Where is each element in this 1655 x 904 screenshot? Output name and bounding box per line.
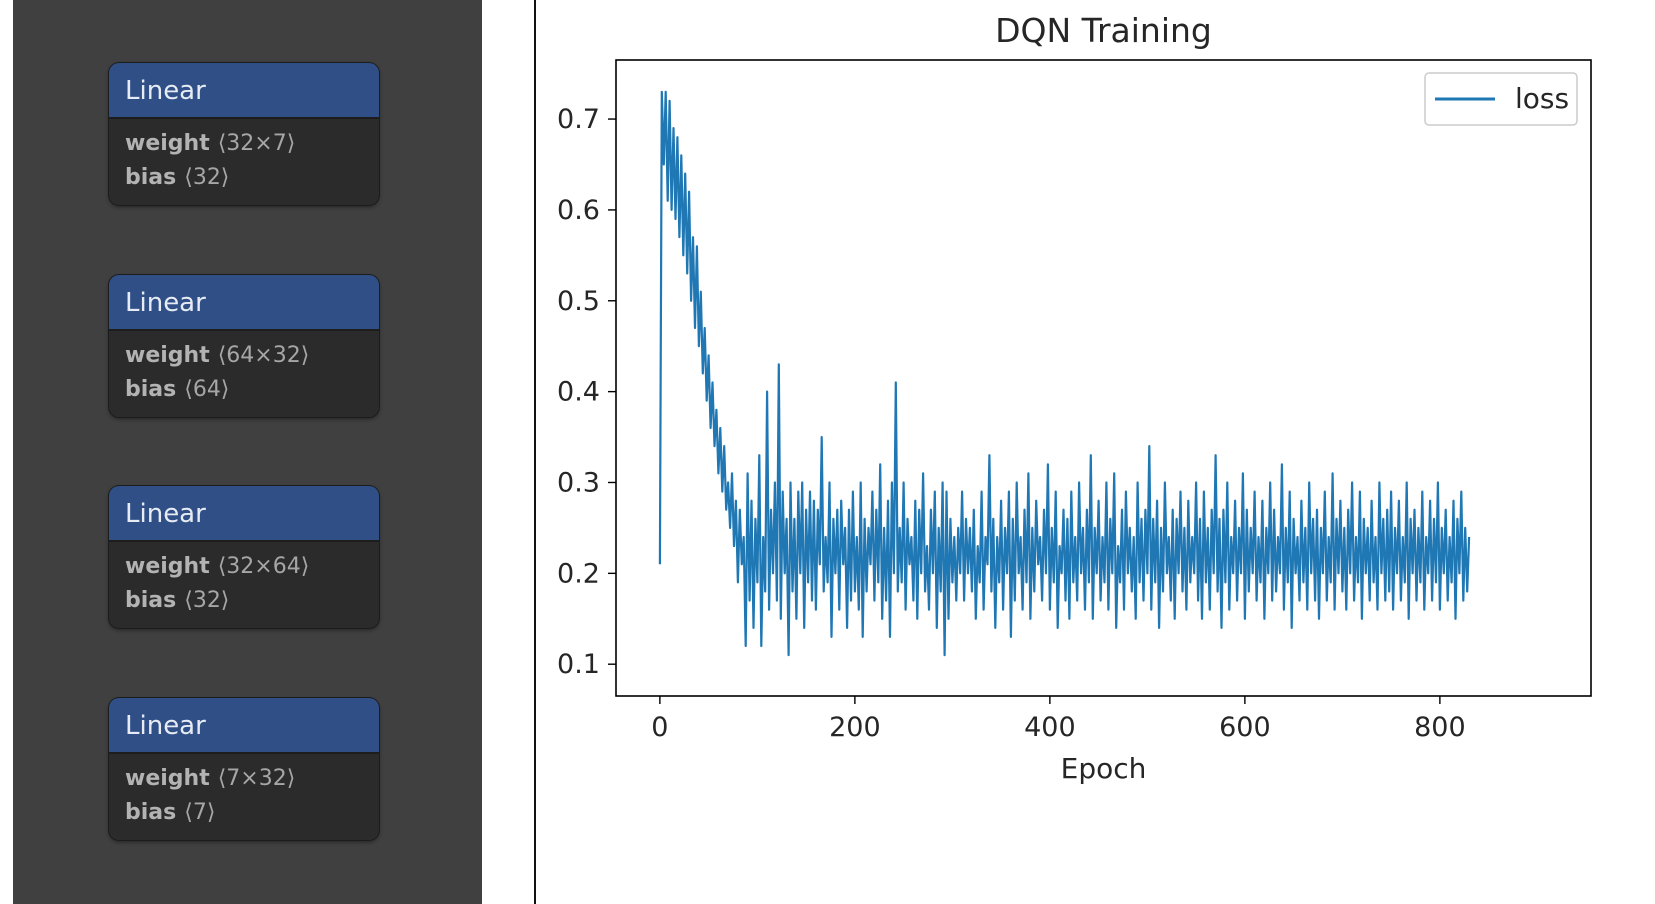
param-name: weight	[125, 131, 210, 156]
param-shape: ⟨32⟩	[184, 588, 230, 613]
y-tick-label: 0.6	[557, 195, 600, 226]
param-name: bias	[125, 588, 177, 613]
linear-layer-node-1[interactable]: Linear weight ⟨32×7⟩ bias ⟨32⟩	[109, 63, 379, 205]
param-row-weight: weight ⟨7×32⟩	[125, 762, 379, 796]
x-tick-label: 0	[651, 712, 668, 743]
param-row-weight: weight ⟨32×64⟩	[125, 550, 379, 584]
y-tick-label: 0.2	[557, 558, 600, 589]
linear-layer-node-3[interactable]: Linear weight ⟨32×64⟩ bias ⟨32⟩	[109, 486, 379, 628]
param-shape: ⟨64×32⟩	[217, 343, 310, 368]
y-tick-label: 0.4	[557, 377, 600, 408]
plot-area	[615, 59, 1592, 697]
param-name: weight	[125, 554, 210, 579]
param-name: bias	[125, 800, 177, 825]
series-line-loss	[658, 90, 1471, 657]
param-shape: ⟨7⟩	[184, 800, 216, 825]
x-tick-label: 600	[1219, 712, 1271, 743]
param-row-bias: bias ⟨32⟩	[125, 161, 379, 195]
layer-title: Linear	[109, 275, 379, 331]
param-row-weight: weight ⟨64×32⟩	[125, 339, 379, 373]
param-row-weight: weight ⟨32×7⟩	[125, 127, 379, 161]
x-tick-label: 400	[1024, 712, 1076, 743]
linear-layer-node-2[interactable]: Linear weight ⟨64×32⟩ bias ⟨64⟩	[109, 275, 379, 417]
param-row-bias: bias ⟨32⟩	[125, 584, 379, 618]
loss-chart: DQN Training 0 200 400 600 800 0.1 0.2 0.3 0.4 0.…	[557, 11, 1592, 785]
x-tick-label: 800	[1414, 712, 1466, 743]
param-name: bias	[125, 377, 177, 402]
y-tick-label: 0.7	[557, 104, 600, 135]
model-graph-panel: Linear weight ⟨32×7⟩ bias ⟨32⟩ Linear weig…	[13, 0, 482, 904]
chart-panel: DQN Training 0 200 400 600 800 0.1 0.2 0.3 0.4 0.…	[536, 0, 1655, 904]
y-tick-label: 0.5	[557, 286, 600, 317]
y-tick-label: 0.3	[557, 467, 600, 498]
legend-box	[1424, 72, 1578, 126]
axes-frame	[615, 59, 1592, 697]
linear-layer-node-4[interactable]: Linear weight ⟨7×32⟩ bias ⟨7⟩	[109, 698, 379, 840]
panel-divider[interactable]	[534, 0, 536, 904]
param-name: weight	[125, 766, 210, 791]
layer-title: Linear	[109, 486, 379, 542]
param-row-bias: bias ⟨7⟩	[125, 796, 379, 830]
axis-ticks: 0 200 400 600 800 0.1 0.2 0.3 0.4 0.5 0.6 0.7	[557, 104, 1466, 743]
param-shape: ⟨32×7⟩	[217, 131, 296, 156]
param-shape: ⟨64⟩	[184, 377, 230, 402]
x-axis-label: Epoch	[1061, 752, 1147, 785]
param-name: weight	[125, 343, 210, 368]
x-tick-label: 200	[829, 712, 881, 743]
param-shape: ⟨32⟩	[184, 165, 230, 190]
legend: loss	[1424, 72, 1578, 126]
param-name: bias	[125, 165, 177, 190]
chart-title: DQN Training	[995, 11, 1212, 50]
param-shape: ⟨32×64⟩	[217, 554, 310, 579]
layer-title: Linear	[109, 698, 379, 754]
param-row-bias: bias ⟨64⟩	[125, 373, 379, 407]
y-tick-label: 0.1	[557, 649, 600, 680]
layer-title: Linear	[109, 63, 379, 119]
legend-label-loss: loss	[1515, 82, 1569, 115]
param-shape: ⟨7×32⟩	[217, 766, 296, 791]
